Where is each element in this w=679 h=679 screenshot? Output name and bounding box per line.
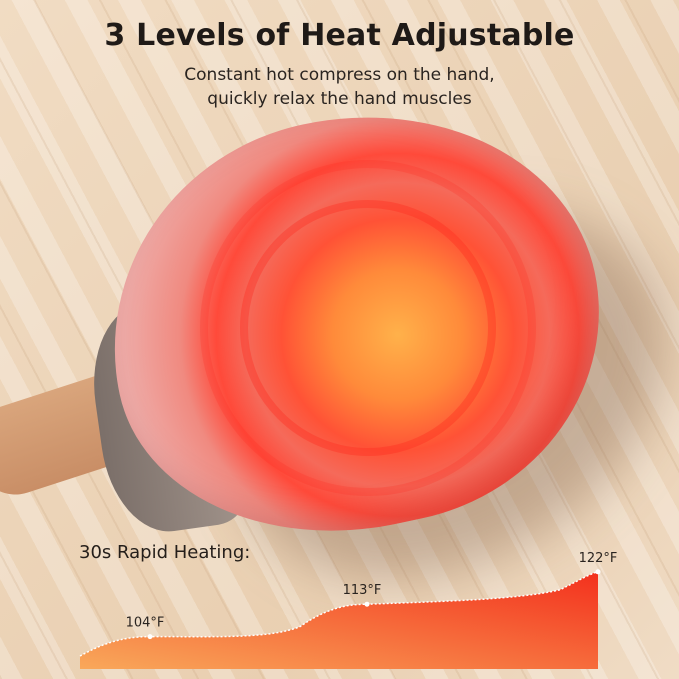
headline: 3 Levels of Heat Adjustable — [104, 18, 575, 53]
subtitle-line: quickly relax the hand muscles — [207, 89, 472, 109]
data-label: 104°F — [126, 616, 165, 631]
data-label: 113°F — [343, 583, 382, 598]
subtitle: Constant hot compress on the hand, quick… — [0, 63, 679, 111]
data-point — [364, 601, 370, 607]
subtitle-line: Constant hot compress on the hand, — [184, 65, 495, 85]
data-point — [147, 634, 153, 640]
data-point — [595, 569, 601, 575]
chart-title: 30s Rapid Heating: — [79, 542, 251, 563]
data-label: 122°F — [579, 551, 618, 566]
heat-ring — [200, 160, 536, 496]
heating-area — [80, 571, 598, 669]
